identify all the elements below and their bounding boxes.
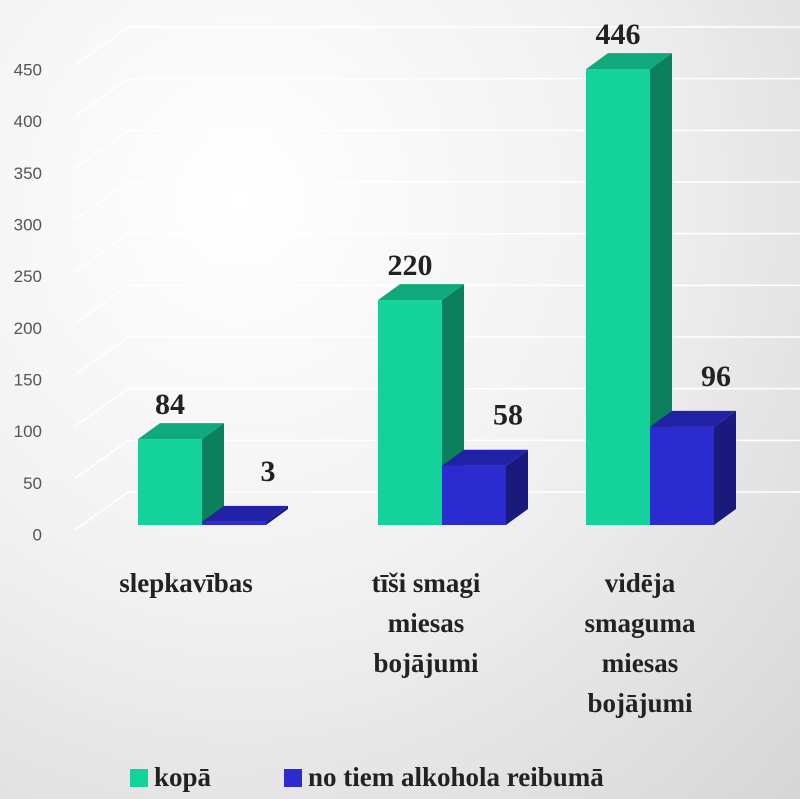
bar-front (586, 69, 650, 525)
bar-front (202, 521, 266, 525)
grid-line (74, 439, 800, 479)
bar-front (138, 439, 202, 525)
y-tick-label: 150 (14, 370, 42, 389)
bar-side (202, 423, 224, 525)
bar-top (586, 53, 672, 70)
bar-top (138, 423, 224, 440)
y-tick-label: 200 (14, 319, 42, 338)
bar-side (506, 449, 528, 525)
grid-line (74, 336, 800, 376)
bar-top (442, 449, 528, 466)
bar-top (202, 505, 288, 522)
y-tick-label: 450 (14, 60, 42, 79)
y-tick-label: 250 (14, 267, 42, 286)
bar-side (714, 410, 736, 525)
bar-top (650, 410, 736, 427)
x-tick-label: vidēja smaguma miesas bojājumi (584, 568, 696, 718)
value-label: 96 (701, 360, 731, 393)
grid-line (74, 232, 800, 273)
y-tick-label: 400 (14, 112, 42, 131)
legend-swatch (284, 769, 302, 787)
y-tick-label: 300 (14, 215, 42, 234)
legend-label: kopā (154, 762, 212, 792)
bar-top (378, 284, 464, 301)
y-tick-label: 100 (14, 422, 42, 441)
bar-side (650, 53, 672, 525)
grid-line (74, 284, 800, 324)
grid-line (74, 129, 800, 169)
bar-front (442, 465, 506, 525)
value-label: 446 (596, 18, 641, 51)
grid-line (74, 181, 800, 221)
value-label: 84 (155, 388, 185, 421)
grid-line (74, 26, 800, 66)
grid-line (74, 77, 800, 118)
x-tick-label: tīši smagi miesas bojājumi (371, 568, 481, 678)
y-tick-label: 0 (33, 525, 42, 544)
value-label: 3 (261, 455, 276, 488)
legend-label: no tiem alkohola reibumā (308, 762, 604, 792)
value-label: 58 (493, 399, 523, 432)
bar-front (650, 426, 714, 525)
bar-side (266, 505, 288, 525)
legend-swatch (130, 769, 148, 787)
y-tick-label: 350 (14, 164, 42, 183)
grid-line (74, 491, 800, 531)
y-tick-label: 50 (23, 474, 42, 493)
bar-front (378, 300, 442, 525)
value-label: 220 (388, 249, 433, 282)
grid-line (74, 387, 800, 428)
x-tick-label: slepkavības (119, 568, 253, 598)
